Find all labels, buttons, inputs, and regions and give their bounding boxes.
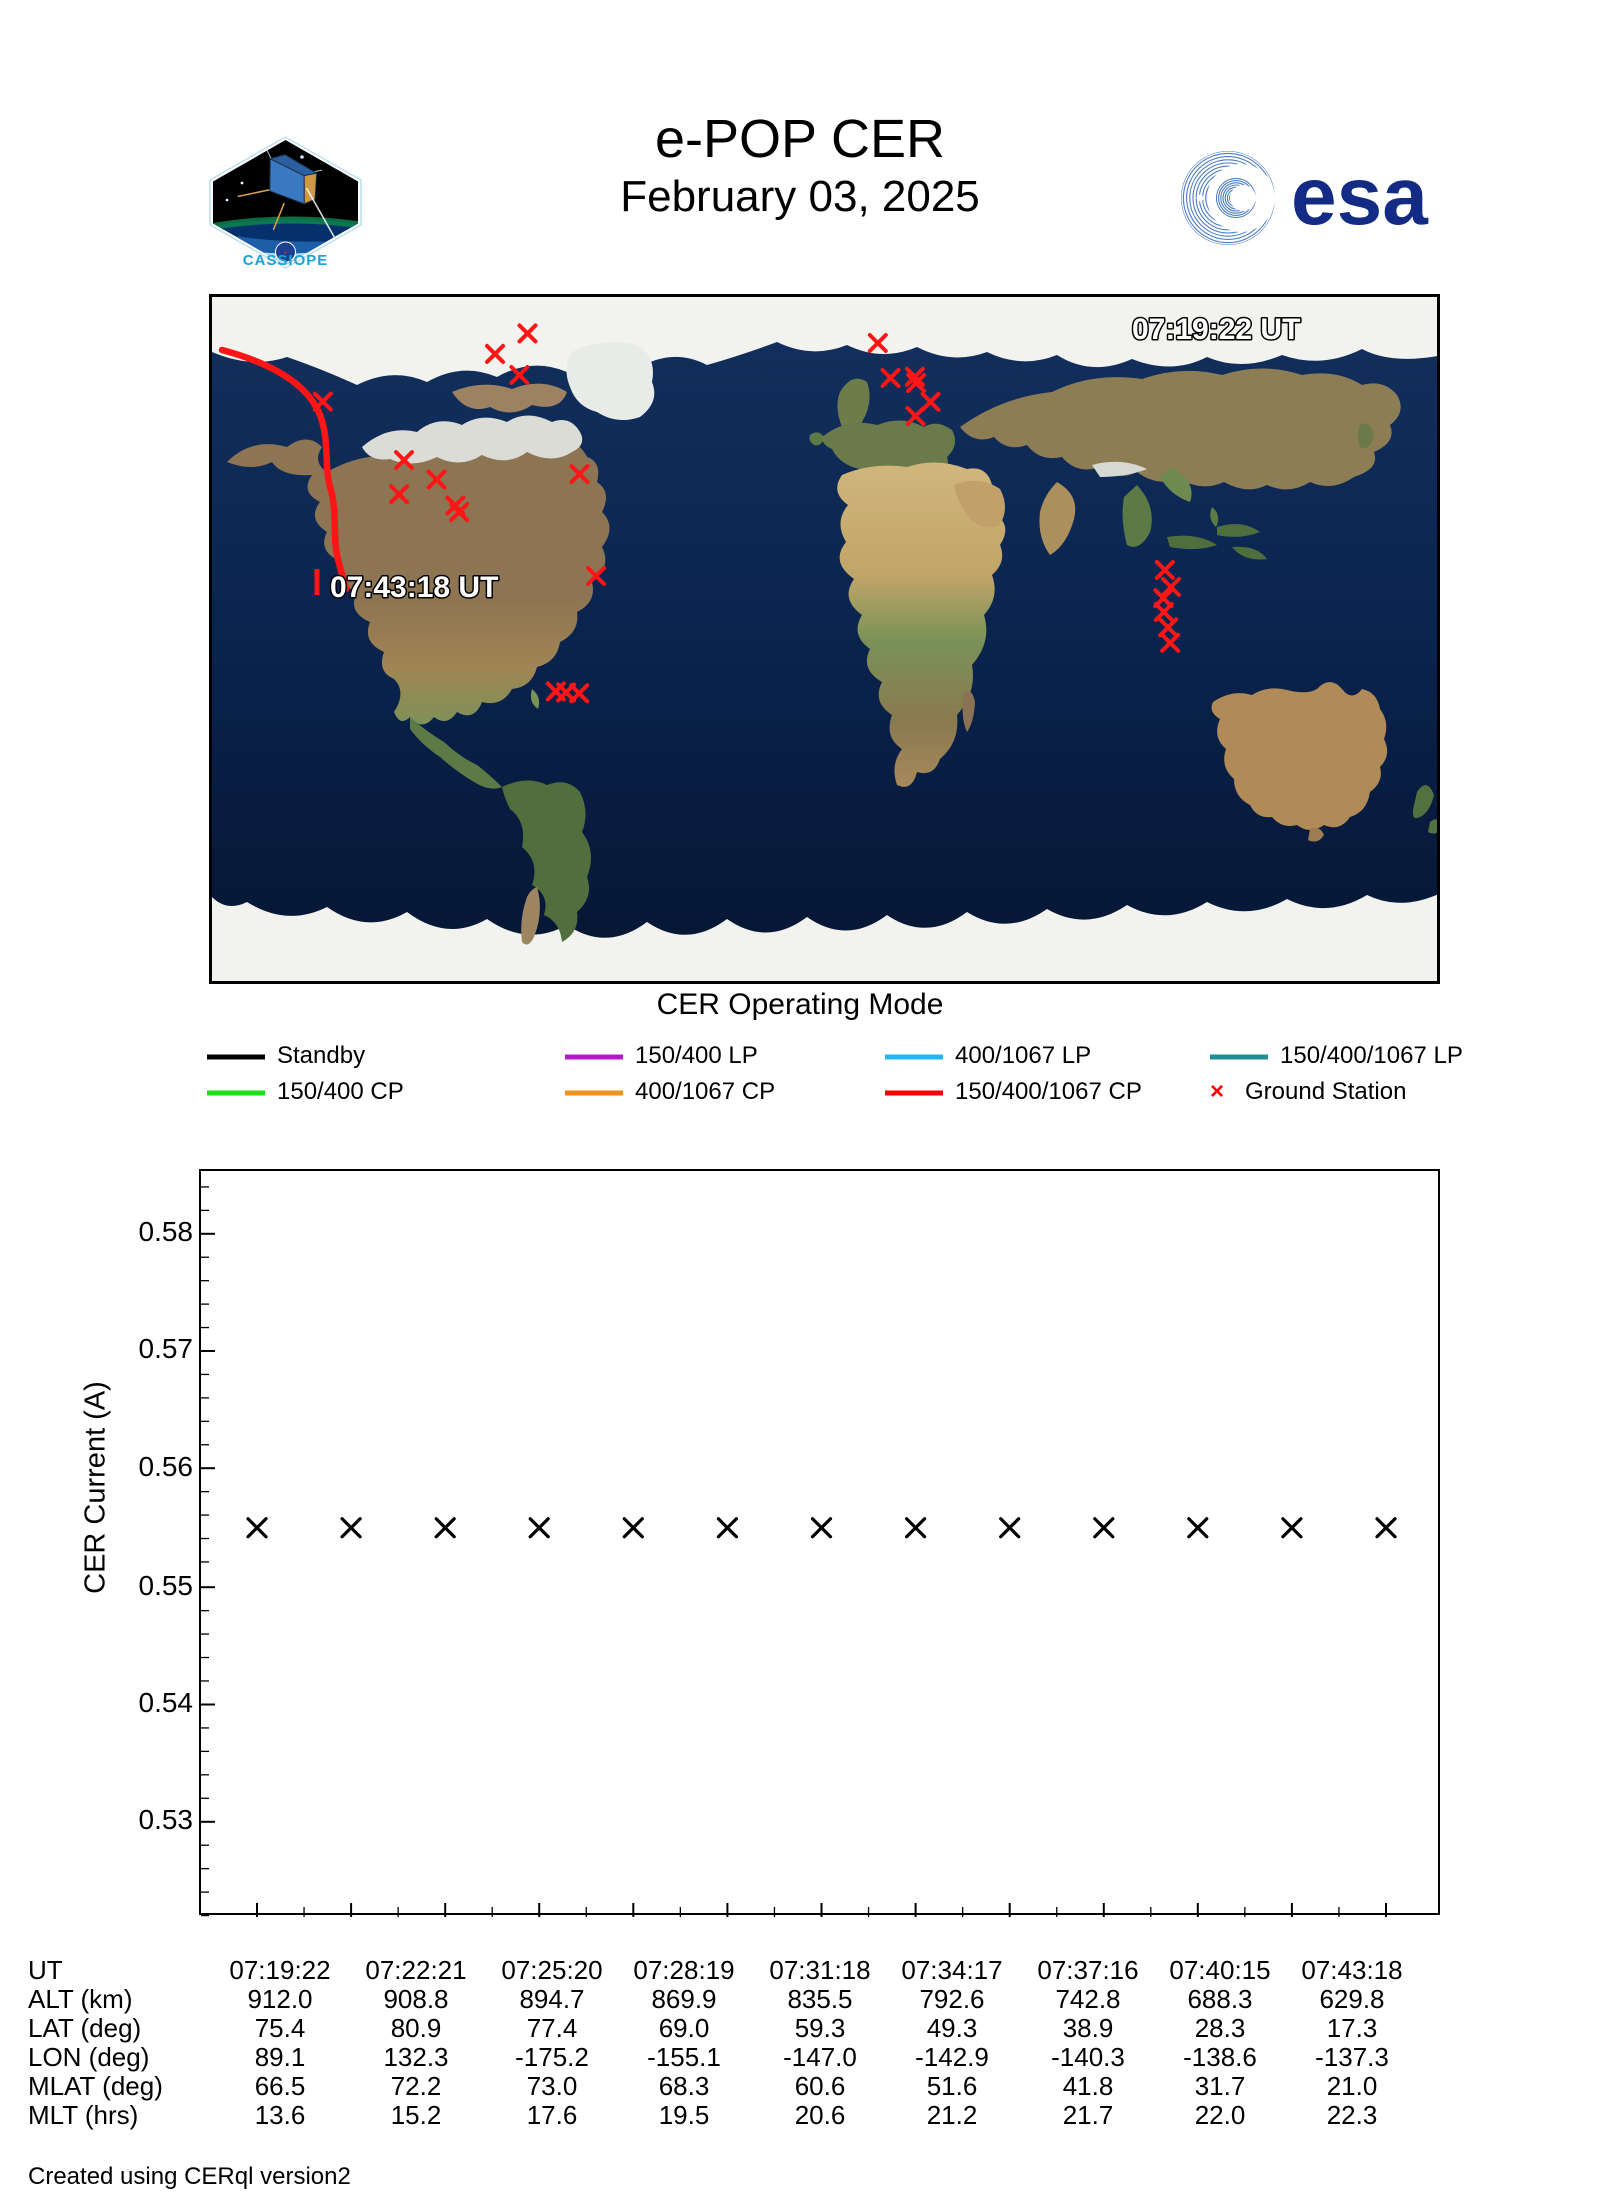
svg-text:07:43:18 UT: 07:43:18 UT: [330, 571, 498, 604]
svg-text:07:19:22 UT: 07:19:22 UT: [1132, 313, 1300, 346]
svg-text:CASSIOPE: CASSIOPE: [243, 252, 329, 269]
svg-text:esa: esa: [1291, 151, 1429, 242]
